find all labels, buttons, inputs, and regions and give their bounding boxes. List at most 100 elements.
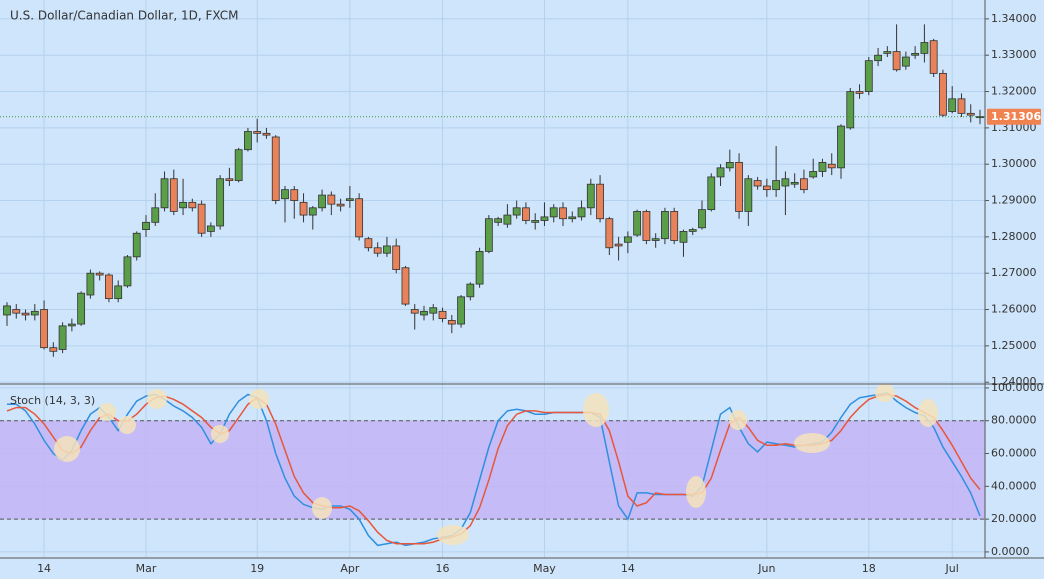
candle-body [883,51,892,54]
candle-body [827,163,836,169]
candle-body [244,131,252,151]
y-tick-label: 1.34000 [991,12,1037,25]
candle-body [123,256,132,287]
candle-body [855,91,864,94]
candle-body [12,309,21,314]
highlight [211,425,229,443]
chart-title: U.S. Dollar/Canadian Dollar, 1D, FXCM [10,9,239,23]
candle-body [40,309,48,349]
candle-body [299,201,308,216]
x-tick-label: Apr [340,562,360,575]
candle-body [781,178,790,187]
candle-body [420,310,428,316]
y-tick-label: 1.30000 [991,157,1037,170]
candle-body [49,347,58,352]
candle-body [290,189,299,201]
candle-body [262,132,271,136]
x-tick-label: 14 [37,562,51,575]
candle-body [633,211,642,236]
candle-body [410,309,419,314]
highlight [583,393,609,427]
candle-body [132,232,141,258]
candle-body [3,305,11,316]
candle-body [160,178,169,209]
highlight [437,525,469,545]
candle-body [318,194,326,209]
highlight [729,410,747,430]
candle-body [475,250,484,285]
highlight [312,497,332,519]
candle-body [874,54,882,62]
candle-body [707,176,716,211]
candle-body [67,323,76,327]
highlight [118,416,136,434]
candle-body [818,161,827,172]
highlight [918,399,938,427]
candle-body [188,201,197,209]
candle-body [642,211,651,241]
highlight [686,476,706,508]
candle-body [901,56,910,67]
candle-body [614,243,623,247]
candle-body [670,211,679,241]
candle-body [531,220,540,223]
candle-body [920,42,929,54]
x-tick-label: 19 [250,562,264,575]
candle-body [559,207,567,220]
candle-body [216,178,225,227]
candle-body [698,209,706,229]
candle-body [762,185,771,191]
candle-body [142,221,150,231]
candle-body [929,40,938,74]
y-tick-label: 20.0000 [991,512,1037,525]
x-tick-label: 18 [862,562,876,575]
x-tick-label: Mar [136,562,157,575]
highlight [875,384,895,402]
candle-body [225,178,234,181]
candle-body [234,149,243,181]
y-tick-label: 80.0000 [991,414,1037,427]
highlight [249,389,269,409]
candle-body [95,272,104,276]
candle-body [392,245,401,270]
candle-body [568,216,577,220]
candle-body [522,207,530,221]
indicator-title: Stoch (14, 3, 3) [10,394,95,407]
candle-body [661,211,669,240]
candle-body [688,229,697,232]
x-tick-label: Jun [757,562,775,575]
y-tick-label: 1.33000 [991,48,1037,61]
candle-body [966,112,975,116]
candle-body [281,189,289,200]
candle-body [976,116,984,119]
candle-body [271,136,280,201]
candle-body [679,231,688,243]
y-tick-label: 1.32000 [991,85,1037,98]
candle-body [623,236,632,243]
candle-body [864,60,873,92]
x-tick-label: Jul [945,562,959,575]
candle-body [512,207,521,216]
candle-body [892,51,901,71]
candle-body [753,180,762,187]
y-tick-label: 100.0000 [991,381,1044,394]
last-price-box [987,108,1041,125]
y-tick-label: 1.25000 [991,339,1037,352]
candle-body [540,216,549,221]
y-tick-label: 40.0000 [991,479,1037,492]
candle-body [772,180,781,191]
y-tick-label: 0.0000 [991,545,1030,558]
highlights [54,384,938,545]
candle-body [30,310,39,316]
candle-body [21,312,30,316]
candle-body [809,171,818,178]
candle-body [438,310,447,320]
candle-body [308,207,317,216]
highlight [794,433,830,453]
candle-body [911,53,920,56]
highlight [54,436,80,462]
y-tick-label: 1.27000 [991,266,1037,279]
candle-body [577,207,586,218]
candle-body [957,98,966,114]
